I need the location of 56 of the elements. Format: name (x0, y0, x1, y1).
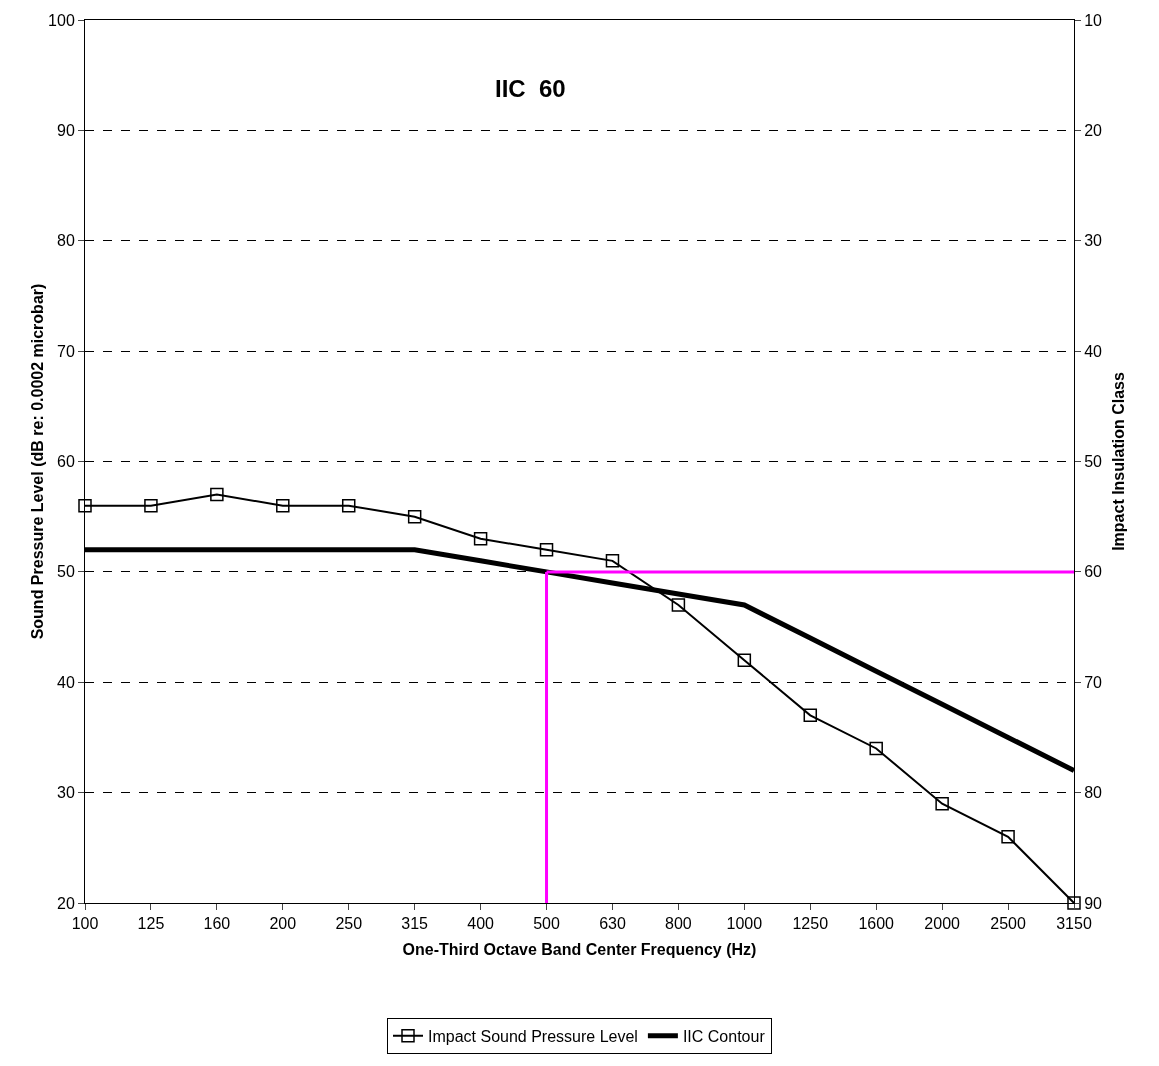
point (539, 543, 554, 557)
y-tick-label: 30 (57, 784, 75, 802)
x-tick-label: 1000 (726, 915, 763, 933)
y-tick-label: 50 (57, 563, 75, 581)
y-tick-label: 40 (57, 673, 75, 691)
x-tick-label: 3150 (1056, 915, 1092, 933)
y2-tick-label: 10 (1084, 11, 1103, 29)
x-tick-label: 2000 (924, 915, 961, 933)
point (473, 532, 488, 546)
point (210, 487, 224, 502)
y-tick-label: 100 (48, 11, 75, 29)
x-tick-label: 500 (533, 915, 560, 933)
point (341, 498, 356, 513)
x-tick-label: 1600 (858, 915, 895, 933)
y2-tick-label: 50 (1084, 453, 1103, 471)
x-tick-label: 315 (401, 915, 429, 933)
point (803, 708, 818, 723)
x-tick-label: 100 (71, 915, 99, 933)
y-tick-label: 70 (57, 342, 75, 360)
point (605, 554, 620, 568)
x-tick-label: 200 (269, 915, 297, 933)
point (869, 741, 883, 756)
y2-tick-label: 30 (1084, 232, 1103, 250)
x-tick-label: 800 (665, 915, 692, 933)
y2-tick-label: 80 (1084, 784, 1103, 802)
y2-tick-label: 90 (1084, 894, 1103, 912)
y2-axis-title: Impact Insulation Class (1110, 372, 1127, 551)
legend-label: Impact Sound Pressure Level (428, 1027, 638, 1045)
y-axis-title: Sound Pressure Level (dB re: 0.0002 microbar) (29, 283, 46, 640)
y2-tick-label: 60 (1084, 563, 1103, 581)
legend-label: IIC Contour (682, 1027, 766, 1045)
point (737, 653, 752, 667)
point (1067, 896, 1081, 910)
x-tick-label: 1250 (792, 915, 829, 933)
y2-tick-label: 40 (1084, 342, 1103, 360)
point (1001, 830, 1015, 844)
y-tick-label: 90 (57, 121, 75, 139)
point (78, 498, 92, 513)
point (144, 498, 158, 513)
x-axis-title: One-Third Octave Band Center Frequency (Hz) (402, 940, 757, 958)
x-tick-label: 2500 (990, 915, 1026, 933)
y2-tick-label: 70 (1084, 673, 1103, 691)
point (935, 796, 949, 811)
annotation: IIC 60 (495, 75, 566, 102)
y2-tick-label: 20 (1084, 121, 1103, 139)
point (671, 598, 686, 612)
y-tick-label: 20 (57, 894, 75, 912)
x-tick-label: 125 (137, 915, 165, 933)
point (407, 509, 422, 524)
y-tick-label: 80 (57, 232, 75, 250)
point (276, 498, 290, 513)
y-tick-label: 60 (57, 453, 75, 471)
x-tick-label: 630 (599, 915, 626, 933)
x-tick-label: 400 (467, 915, 495, 933)
x-tick-label: 250 (335, 915, 363, 933)
x-tick-label: 160 (203, 915, 231, 933)
